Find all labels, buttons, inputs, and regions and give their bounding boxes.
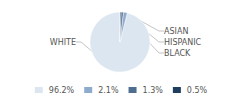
svg-text:1.3%: 1.3%	[143, 86, 164, 95]
svg-text:HISPANIC: HISPANIC	[164, 38, 202, 47]
svg-text:96.2%: 96.2%	[49, 86, 75, 95]
svg-text:BLACK: BLACK	[164, 49, 191, 58]
svg-text:ASIAN: ASIAN	[164, 27, 188, 36]
svg-text:0.5%: 0.5%	[187, 86, 208, 95]
svg-text:2.1%: 2.1%	[98, 86, 119, 95]
svg-text:WHITE: WHITE	[50, 38, 76, 47]
